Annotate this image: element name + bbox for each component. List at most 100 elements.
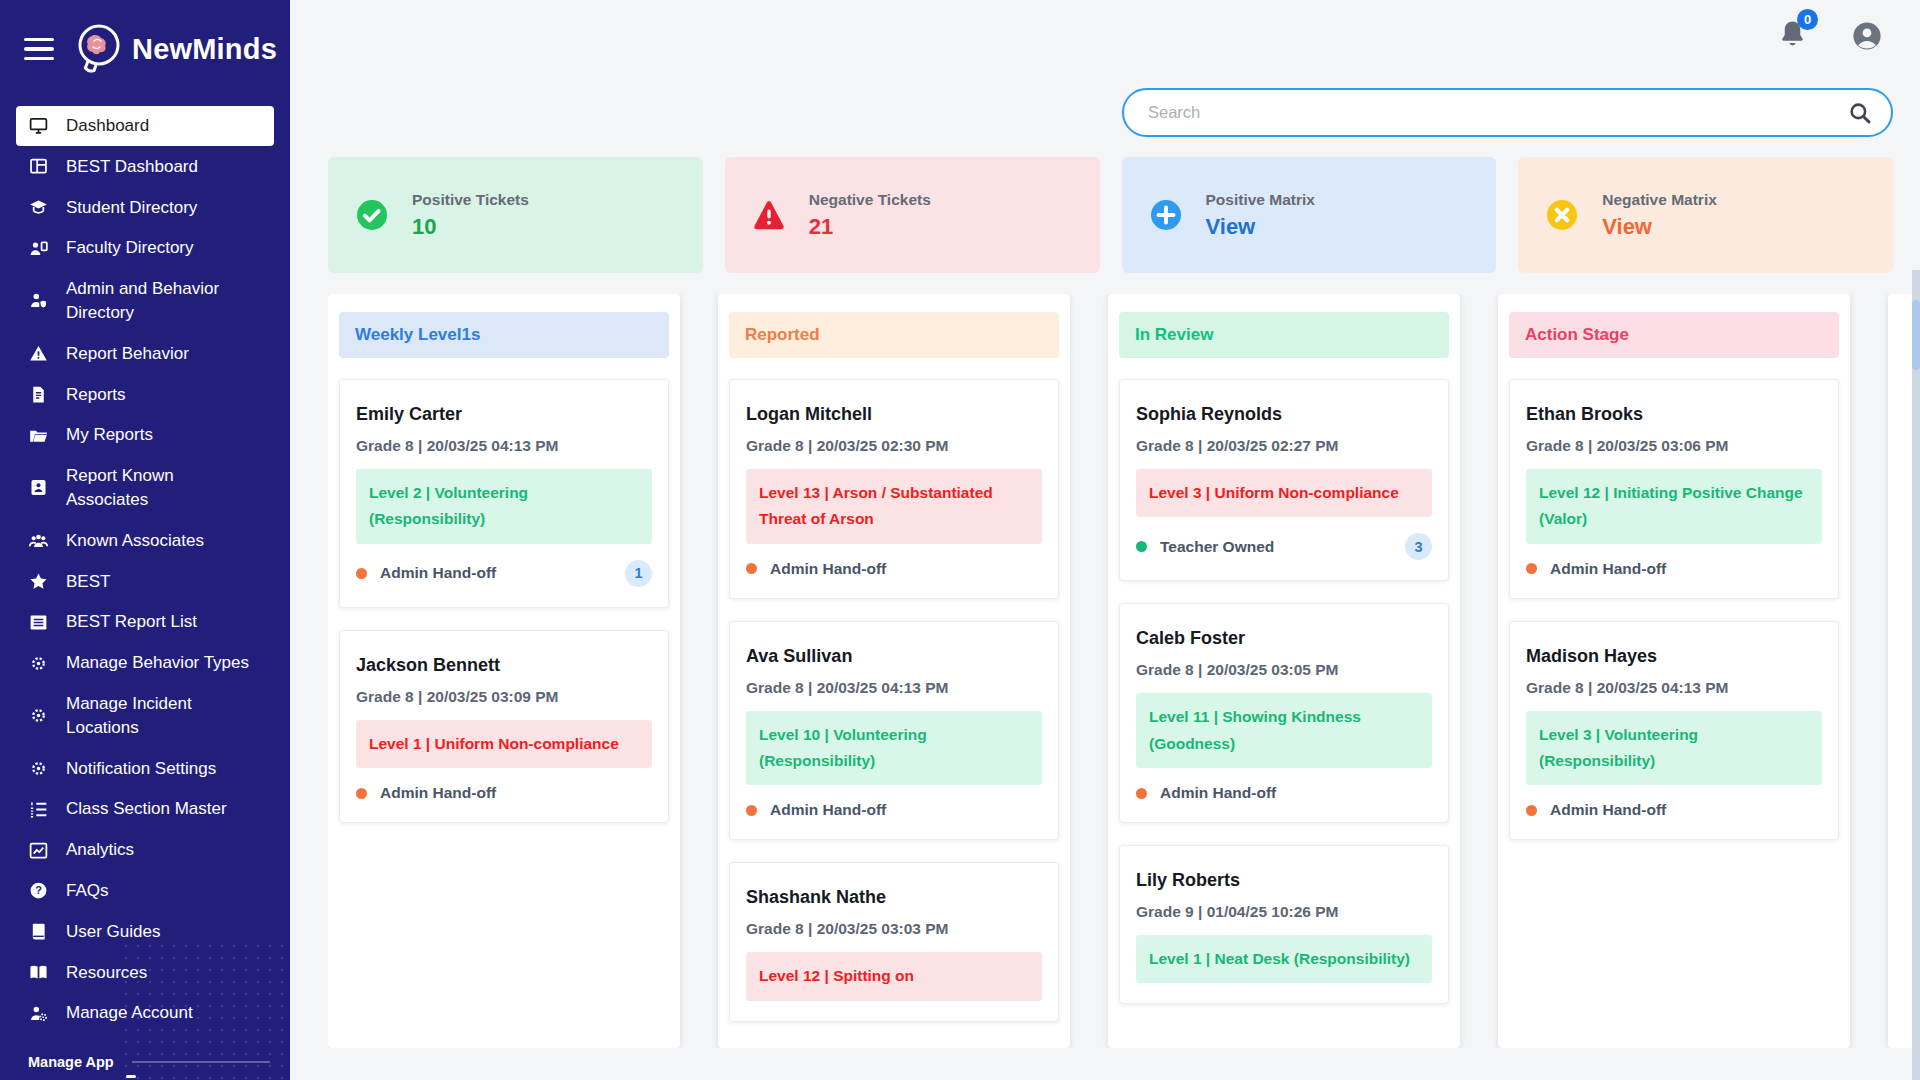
owner-label: Admin Hand-off — [380, 564, 612, 582]
sidebar-item-faqs[interactable]: ? FAQs — [16, 871, 274, 911]
stat-card-value: 10 — [412, 214, 529, 240]
open-book-icon — [28, 962, 49, 983]
search-bar — [1122, 88, 1893, 137]
positive-matrix-card[interactable]: Positive MatrixView — [1122, 157, 1497, 273]
sidebar-item-reports[interactable]: Reports — [16, 375, 274, 415]
kanban-column-weekly-level1s: Weekly Level1sEmily CarterGrade 8 | 20/0… — [328, 294, 680, 1048]
scrollbar-thumb[interactable] — [1912, 300, 1920, 370]
stat-card-label: Negative Tickets — [809, 191, 931, 209]
sidebar-item-known-associates[interactable]: Known Associates — [16, 521, 274, 561]
manage-app-section: Manage App — [0, 1034, 290, 1070]
sidebar-item-user-guides[interactable]: User Guides — [16, 912, 274, 952]
admin-status-dot — [746, 805, 757, 816]
brain-logo-icon — [72, 20, 126, 78]
student-name: Emily Carter — [356, 404, 652, 425]
graduation-cap-icon — [28, 197, 49, 218]
column-title: Action Stage — [1525, 325, 1629, 345]
kanban-card-ethan-brooks[interactable]: Ethan BrooksGrade 8 | 20/03/25 03:06 PML… — [1509, 379, 1839, 599]
sidebar-item-best-dashboard[interactable]: BEST Dashboard — [16, 147, 274, 187]
sidebar-item-my-reports[interactable]: My Reports — [16, 415, 274, 455]
kanban-card-ava-sullivan[interactable]: Ava SullivanGrade 8 | 20/03/25 04:13 PML… — [729, 621, 1059, 841]
list-box-icon — [28, 612, 49, 633]
owner-label: Admin Hand-off — [1550, 801, 1822, 819]
search-icon[interactable] — [1847, 100, 1873, 126]
stat-card-value[interactable]: View — [1206, 214, 1315, 240]
student-name: Sophia Reynolds — [1136, 404, 1432, 425]
sidebar-item-label: Manage Account — [66, 1001, 193, 1025]
card-footer: Admin Hand-off — [356, 784, 652, 802]
sidebar-item-class-section-master[interactable]: Class Section Master — [16, 789, 274, 829]
admin-status-dot — [1526, 563, 1537, 574]
negative-tickets-card[interactable]: Negative Tickets 21 — [725, 157, 1100, 273]
student-name: Madison Hayes — [1526, 646, 1822, 667]
stat-card-value: 21 — [809, 214, 931, 240]
sidebar-item-label: BEST — [66, 570, 110, 594]
sidebar-item-label: Dashboard — [66, 114, 149, 138]
hamburger-menu-icon[interactable] — [22, 34, 56, 65]
card-footer: Admin Hand-off — [1526, 560, 1822, 578]
kanban-card-caleb-foster[interactable]: Caleb FosterGrade 8 | 20/03/25 03:05 PML… — [1119, 603, 1449, 823]
sidebar-item-label: BEST Dashboard — [66, 155, 198, 179]
owner-label: Teacher Owned — [1160, 538, 1392, 556]
sidebar-item-best-report-list[interactable]: BEST Report List — [16, 602, 274, 642]
sidebar-item-label: Class Section Master — [66, 797, 227, 821]
column-title: Reported — [745, 325, 820, 345]
plus-circle-icon — [1148, 197, 1184, 233]
kanban-column-partial — [1888, 294, 1912, 1048]
vertical-scrollbar[interactable] — [1912, 270, 1920, 1080]
teacher-status-dot — [1136, 541, 1147, 552]
column-header-action-stage: Action Stage — [1509, 312, 1839, 358]
stat-card-value[interactable]: View — [1602, 214, 1717, 240]
kanban-card-jackson-bennett[interactable]: Jackson BennettGrade 8 | 20/03/25 03:09 … — [339, 630, 669, 823]
owner-label: Admin Hand-off — [1550, 560, 1822, 578]
grade-and-date: Grade 9 | 01/04/25 10:26 PM — [1136, 903, 1432, 921]
level-chip: Level 3 | Volunteering (Responsibility) — [1526, 711, 1822, 786]
sidebar-item-label: FAQs — [66, 879, 109, 903]
search-input[interactable] — [1148, 103, 1847, 122]
sidebar-item-notification-settings[interactable]: Notification Settings — [16, 749, 274, 789]
sidebar-item-best[interactable]: BEST — [16, 562, 274, 602]
notification-bell-icon[interactable]: 0 — [1777, 18, 1808, 53]
sidebar-item-dashboard[interactable]: Dashboard — [16, 106, 274, 146]
check-circle-icon — [354, 197, 390, 233]
level-chip: Level 1 | Neat Desk (Responsibility) — [1136, 935, 1432, 983]
app-screen: NewMinds Dashboard BEST Dashboard Student … — [0, 0, 1920, 1080]
kanban-card-emily-carter[interactable]: Emily CarterGrade 8 | 20/03/25 04:13 PML… — [339, 379, 669, 608]
sidebar-item-manage-incident-locations[interactable]: Manage Incident Locations — [16, 684, 274, 748]
kanban-card-sophia-reynolds[interactable]: Sophia ReynoldsGrade 8 | 20/03/25 02:27 … — [1119, 379, 1449, 581]
newminds-logo: NewMinds — [72, 20, 277, 78]
card-footer: Admin Hand-off — [1526, 801, 1822, 819]
sidebar-item-manage-behavior-types[interactable]: Manage Behavior Types — [16, 643, 274, 683]
positive-tickets-card[interactable]: Positive Tickets10 — [328, 157, 703, 273]
kanban-card-logan-mitchell[interactable]: Logan MitchellGrade 8 | 20/03/25 02:30 P… — [729, 379, 1059, 599]
card-footer: Admin Hand-off — [746, 560, 1042, 578]
sidebar-item-admin-and-behavior-directory[interactable]: Admin and Behavior Directory — [16, 269, 274, 333]
level-chip: Level 13 | Arson / Substantiated Threat … — [746, 469, 1042, 544]
admin-status-dot — [356, 568, 367, 579]
contact-card-icon — [28, 477, 49, 498]
sidebar-item-manage-account[interactable]: Manage Account — [16, 993, 274, 1033]
kanban-card-lily-roberts[interactable]: Lily RobertsGrade 9 | 01/04/25 10:26 PML… — [1119, 845, 1449, 1004]
sidebar-item-label: Manage Behavior Types — [66, 651, 249, 675]
level-chip: Level 10 | Volunteering (Responsibility) — [746, 711, 1042, 786]
sidebar-menu: Dashboard BEST Dashboard Student Directory… — [0, 98, 290, 1033]
kanban-card-madison-hayes[interactable]: Madison HayesGrade 8 | 20/03/25 04:13 PM… — [1509, 621, 1839, 841]
sidebar-item-report-known-associates[interactable]: Report Known Associates — [16, 456, 274, 520]
question-circle-icon: ? — [28, 880, 49, 901]
sidebar-item-faculty-directory[interactable]: Faculty Directory — [16, 228, 274, 268]
sidebar-item-resources[interactable]: Resources — [16, 953, 274, 993]
sidebar-item-report-behavior[interactable]: Report Behavior — [16, 334, 274, 374]
owner-label: Admin Hand-off — [770, 801, 1042, 819]
student-name: Jackson Bennett — [356, 655, 652, 676]
sidebar-item-student-directory[interactable]: Student Directory — [16, 188, 274, 228]
column-title: In Review — [1135, 325, 1213, 345]
profile-avatar-icon[interactable] — [1850, 19, 1884, 53]
kanban-card-shashank-nathe[interactable]: Shashank NatheGrade 8 | 20/03/25 03:03 P… — [729, 862, 1059, 1021]
sidebar-item-analytics[interactable]: Analytics — [16, 830, 274, 870]
kanban-column-in-review: In ReviewSophia ReynoldsGrade 8 | 20/03/… — [1108, 294, 1460, 1048]
grade-and-date: Grade 8 | 20/03/25 03:05 PM — [1136, 661, 1432, 679]
sidebar-item-label: Manage Incident Locations — [66, 692, 256, 740]
grade-and-date: Grade 8 | 20/03/25 04:13 PM — [746, 679, 1042, 697]
negative-matrix-card[interactable]: Negative MatrixView — [1518, 157, 1893, 273]
sidebar-item-label: BEST Report List — [66, 610, 197, 634]
